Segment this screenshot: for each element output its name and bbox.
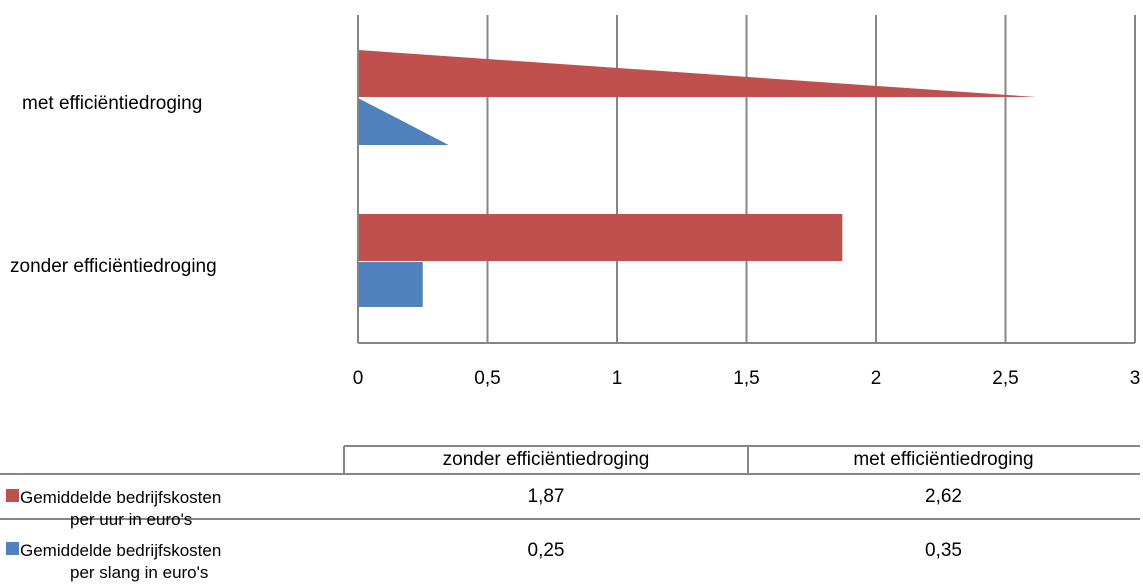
gridlines [486,15,1136,343]
data-table-grid [0,445,1140,520]
category-label-zonder: zonder efficiëntiedroging [10,256,217,277]
legend-text-line1: Gemiddelde bedrijfskosten [20,488,222,507]
table-value-uur-met: 2,62 [925,485,962,507]
table-header-met: met efficiëntiedroging [853,449,1034,470]
legend-text-line2: per slang in euro's [70,563,209,582]
legend-key-blue [6,542,19,555]
table-value-uur-zonder: 1,87 [527,485,565,507]
bars [358,50,1037,307]
x-tick-label: 2 [870,368,882,389]
x-tick-label: 1 [611,368,623,389]
legend-text-line1: Gemiddelde bedrijfskosten [20,541,222,560]
x-tick-label: 2,5 [992,368,1019,389]
x-tick-label: 0 [352,368,364,389]
legend-key-red [6,489,19,502]
bar-series-2-cat-1 [358,262,423,307]
legend-entry-per-uur: Gemiddelde bedrijfskosten per uur in eur… [6,487,221,531]
bar-series-1-cat-2 [358,50,1037,97]
x-tick-label: 1,5 [733,368,760,389]
category-label-met: met efficiëntiedroging [22,93,203,114]
legend-entry-per-slang: Gemiddelde bedrijfskosten per slang in e… [6,540,221,584]
bar-series-1-cat-1 [358,214,843,261]
x-tick-label: 3 [1129,368,1141,389]
table-value-slang-zonder: 0,25 [527,540,565,561]
x-tick-label: 0,5 [474,368,501,389]
table-value-slang-met: 0,35 [925,540,962,561]
table-header-zonder: zonder efficiëntiedroging [442,449,650,470]
legend-text-line2: per uur in euro's [70,510,193,529]
bar-series-2-cat-2 [358,98,449,145]
